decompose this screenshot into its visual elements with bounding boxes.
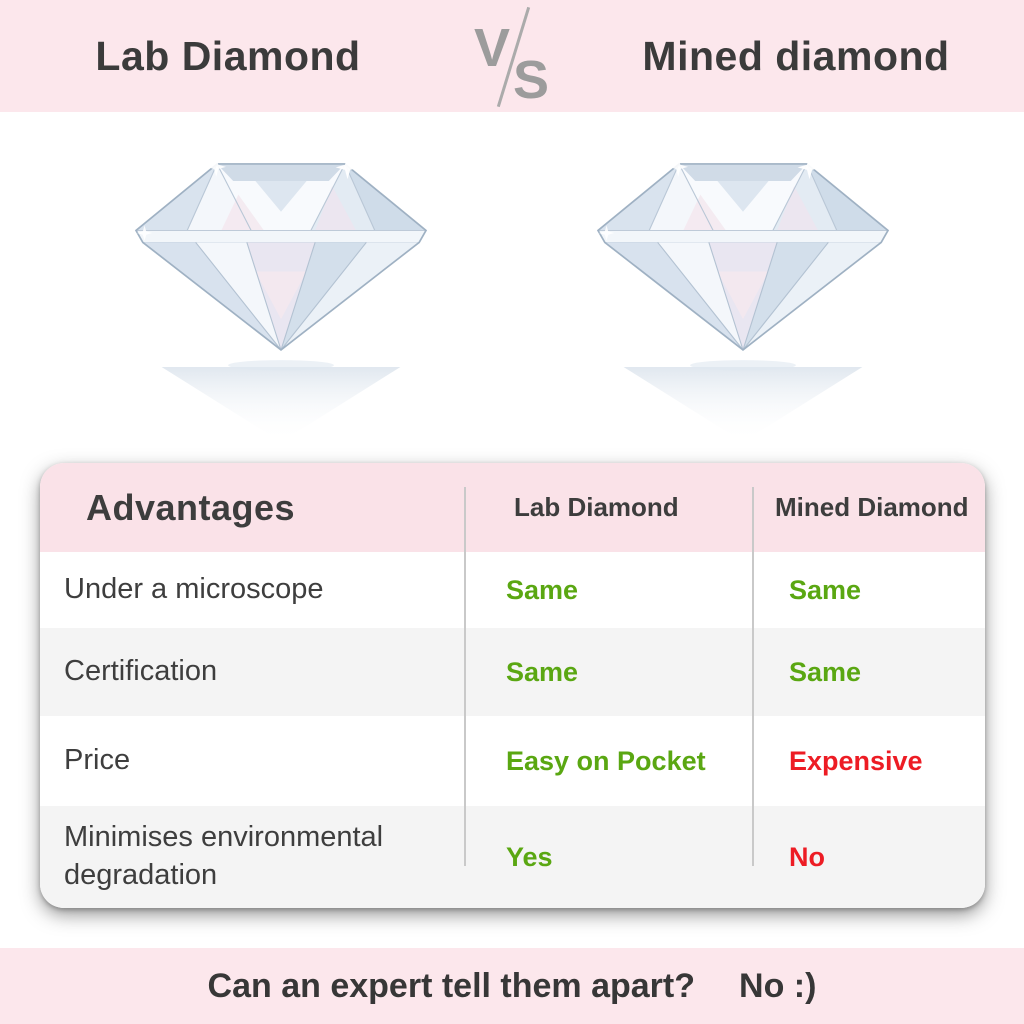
footer-answer: No :) bbox=[739, 966, 817, 1005]
footer-band: Can an expert tell them apart? No :) bbox=[0, 948, 1024, 1024]
mined-diamond-image bbox=[578, 152, 908, 442]
column-header-advantages: Advantages bbox=[86, 486, 296, 528]
comparison-table: Advantages Lab Diamond Mined Diamond Und… bbox=[40, 463, 985, 908]
column-divider bbox=[464, 487, 466, 866]
row-label: Under a microscope bbox=[64, 573, 324, 606]
header-band: Lab Diamond V S Mined diamond bbox=[0, 0, 1024, 112]
mined-diamond-title: Mined diamond bbox=[642, 32, 950, 79]
column-header-lab-diamond: Lab Diamond bbox=[514, 492, 679, 522]
mined-value: No bbox=[789, 841, 825, 872]
table-row: Under a microscope Same Same bbox=[40, 552, 985, 628]
lab-value: Same bbox=[506, 656, 579, 687]
lab-value: Same bbox=[506, 574, 579, 605]
lab-diamond-title: Lab Diamond bbox=[95, 32, 361, 79]
mined-value: Expensive bbox=[789, 745, 923, 776]
table-row: Certification Same Same bbox=[40, 628, 985, 716]
lab-value: Easy on Pocket bbox=[506, 745, 706, 776]
vs-letter-s: S bbox=[513, 50, 550, 110]
row-label: Certification bbox=[64, 655, 218, 688]
mined-value: Same bbox=[789, 574, 862, 605]
lab-value: Yes bbox=[506, 841, 553, 872]
lab-diamond-image bbox=[116, 152, 446, 442]
vs-letter-v: V bbox=[474, 18, 511, 78]
column-header-mined-diamond: Mined Diamond bbox=[775, 492, 969, 522]
column-divider bbox=[752, 487, 754, 866]
table-row: Minimises environmental degradation Yes … bbox=[40, 806, 985, 908]
diamond-images-row bbox=[0, 152, 1024, 452]
table-header-row: Advantages Lab Diamond Mined Diamond bbox=[40, 463, 985, 552]
vs-badge: V S bbox=[456, 0, 568, 112]
table-row: Price Easy on Pocket Expensive bbox=[40, 716, 985, 806]
row-label: Minimises environmental degradation bbox=[64, 821, 384, 891]
footer-question: Can an expert tell them apart? bbox=[207, 966, 696, 1005]
row-label: Price bbox=[64, 744, 131, 777]
mined-value: Same bbox=[789, 656, 862, 687]
